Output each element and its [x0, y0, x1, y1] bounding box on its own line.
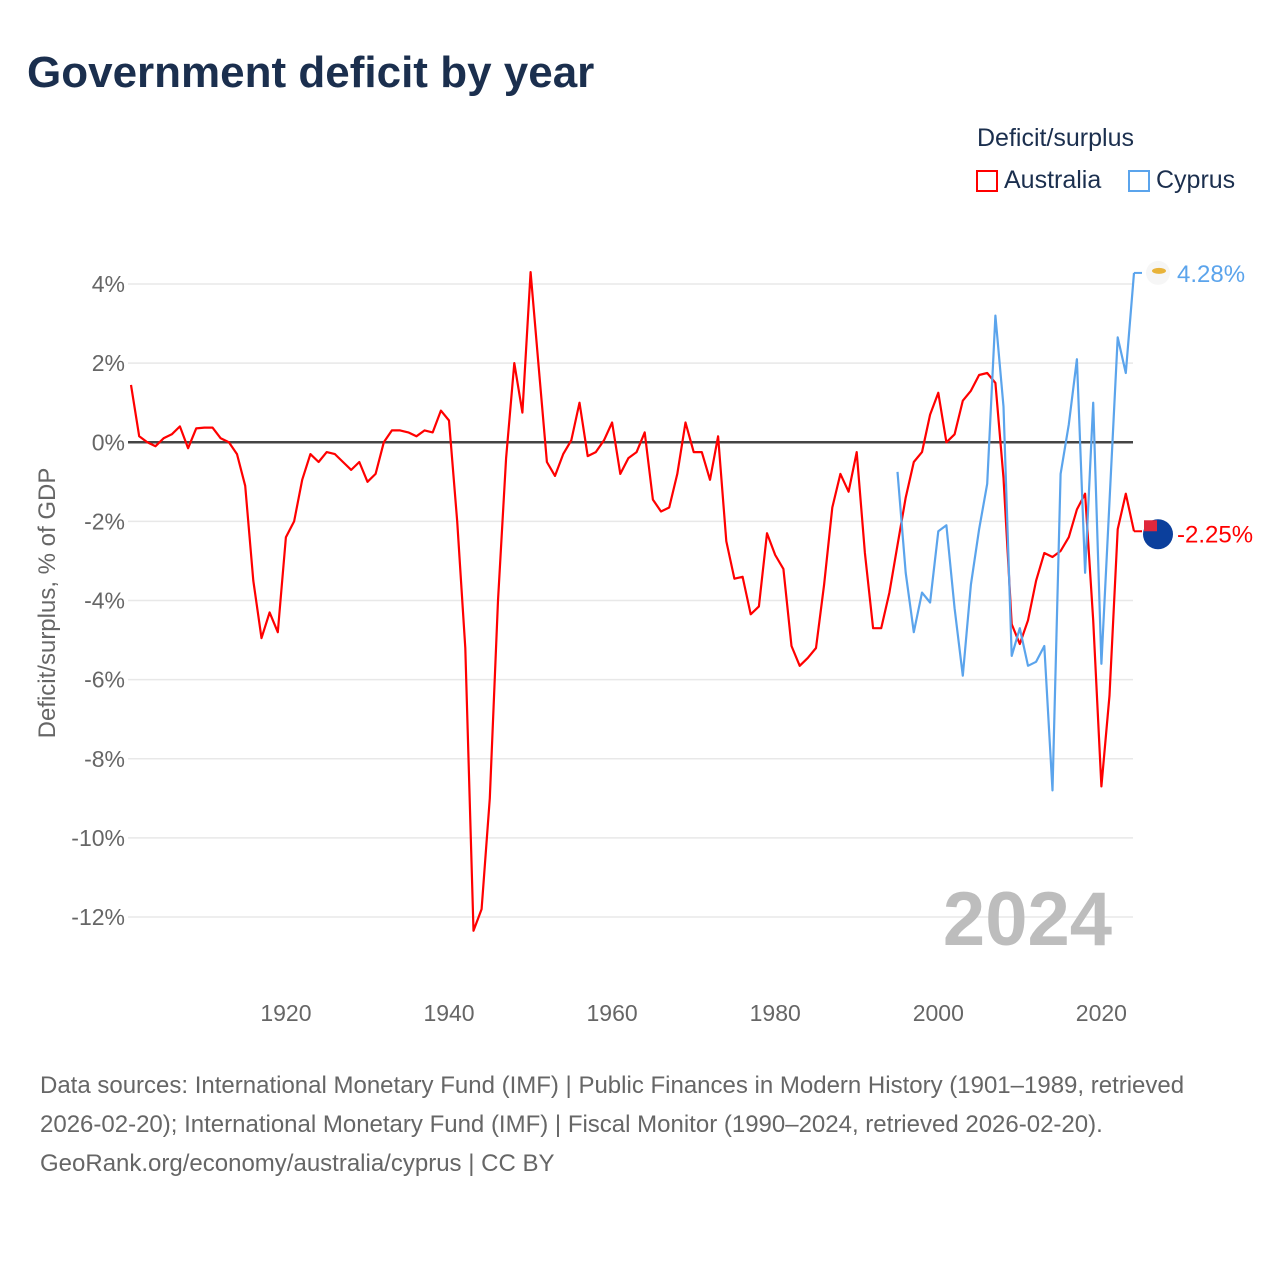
- y-tick-label: -12%: [71, 904, 125, 930]
- legend-title: Deficit/surplus: [977, 124, 1134, 152]
- legend-item-cyprus[interactable]: Cyprus: [1128, 166, 1235, 195]
- footer: Data sources: International Monetary Fun…: [40, 1066, 1240, 1183]
- x-tick-label: 1980: [750, 1000, 801, 1026]
- credit-link[interactable]: GeoRank.org/economy/australia/cyprus | C…: [40, 1150, 555, 1177]
- y-tick-label: -4%: [84, 588, 125, 614]
- data-sources: Data sources: International Monetary Fun…: [40, 1072, 1185, 1138]
- y-tick-label: -2%: [84, 508, 125, 534]
- y-axis-label: Deficit/surplus, % of GDP: [34, 468, 61, 739]
- legend-label: Cyprus: [1156, 166, 1236, 194]
- x-tick-label: 2000: [913, 1000, 964, 1026]
- series-line-australia: [129, 271, 1136, 932]
- y-tick-label: -6%: [84, 667, 125, 693]
- y-tick-label: -8%: [84, 746, 125, 772]
- year-watermark: 2024: [943, 877, 1112, 962]
- line-chart: 4% 2% 0% -2% -4% -6% -8% -10% -12% 1920 1940 1960 19…: [34, 260, 1253, 1026]
- y-tick-label: 0%: [92, 429, 125, 455]
- y-tick-label: 4%: [92, 271, 125, 297]
- end-value-label: 4.28%: [1177, 261, 1245, 288]
- legend-swatch: [976, 169, 998, 192]
- end-value-label: -2.25%: [1177, 521, 1253, 548]
- x-tick-label: 1920: [260, 1000, 311, 1026]
- y-tick-label: 2%: [92, 350, 125, 376]
- x-tick-label: 1960: [587, 1000, 638, 1026]
- series-line-cyprus: [896, 272, 1136, 792]
- x-tick-label: 2020: [1076, 1000, 1127, 1026]
- cyprus-flag-icon: [1152, 267, 1166, 274]
- legend-swatch: [1128, 169, 1150, 192]
- x-tick-label: 1940: [423, 1000, 474, 1026]
- legend-item-australia[interactable]: Australia: [976, 166, 1101, 195]
- y-tick-label: -10%: [71, 825, 125, 851]
- legend-label: Australia: [1004, 166, 1102, 194]
- page-title: Government deficit by year: [27, 48, 595, 97]
- australia-flag-icon: [1144, 520, 1157, 532]
